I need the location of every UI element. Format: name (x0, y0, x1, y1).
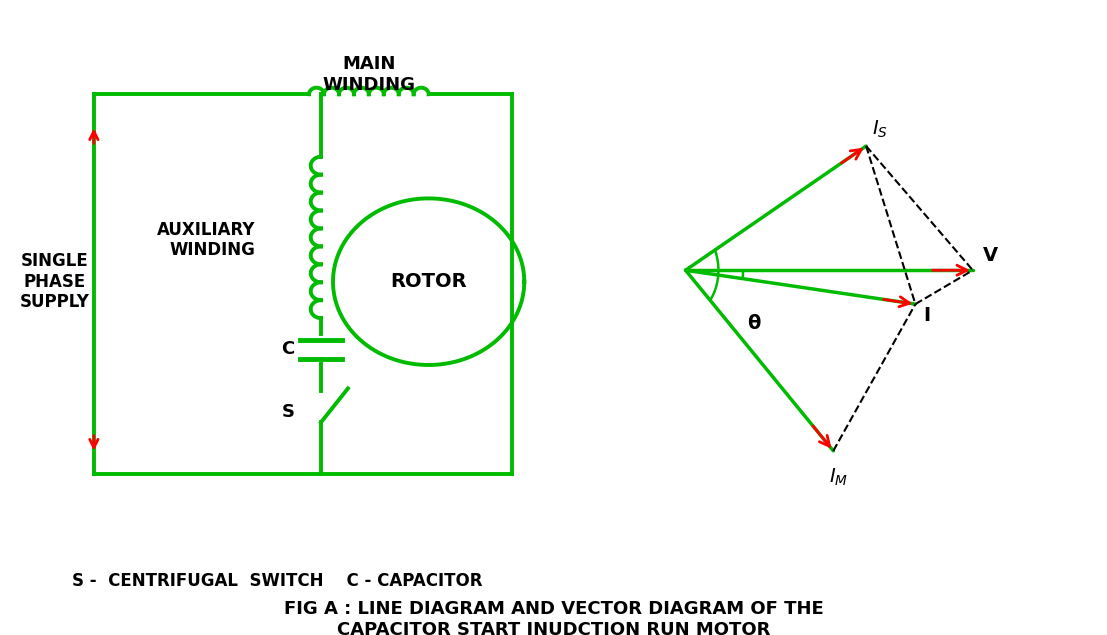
Text: ROTOR: ROTOR (391, 272, 467, 291)
Text: SINGLE
PHASE
SUPPLY: SINGLE PHASE SUPPLY (20, 252, 90, 312)
Text: θ: θ (747, 314, 761, 333)
Text: $I_M$: $I_M$ (829, 467, 848, 488)
Text: $I_S$: $I_S$ (872, 119, 888, 140)
Text: S -  CENTRIFUGAL  SWITCH    C - CAPACITOR: S - CENTRIFUGAL SWITCH C - CAPACITOR (72, 572, 482, 589)
Text: V: V (983, 246, 997, 265)
Text: MAIN
WINDING: MAIN WINDING (322, 55, 415, 94)
Text: FIG A : LINE DIAGRAM AND VECTOR DIAGRAM OF THE
CAPACITOR START INUDCTION RUN MOT: FIG A : LINE DIAGRAM AND VECTOR DIAGRAM … (283, 600, 824, 635)
Text: C: C (281, 340, 294, 358)
Text: S: S (281, 403, 294, 421)
Text: I: I (923, 306, 931, 325)
Text: AUXILIARY
WINDING: AUXILIARY WINDING (157, 220, 256, 260)
